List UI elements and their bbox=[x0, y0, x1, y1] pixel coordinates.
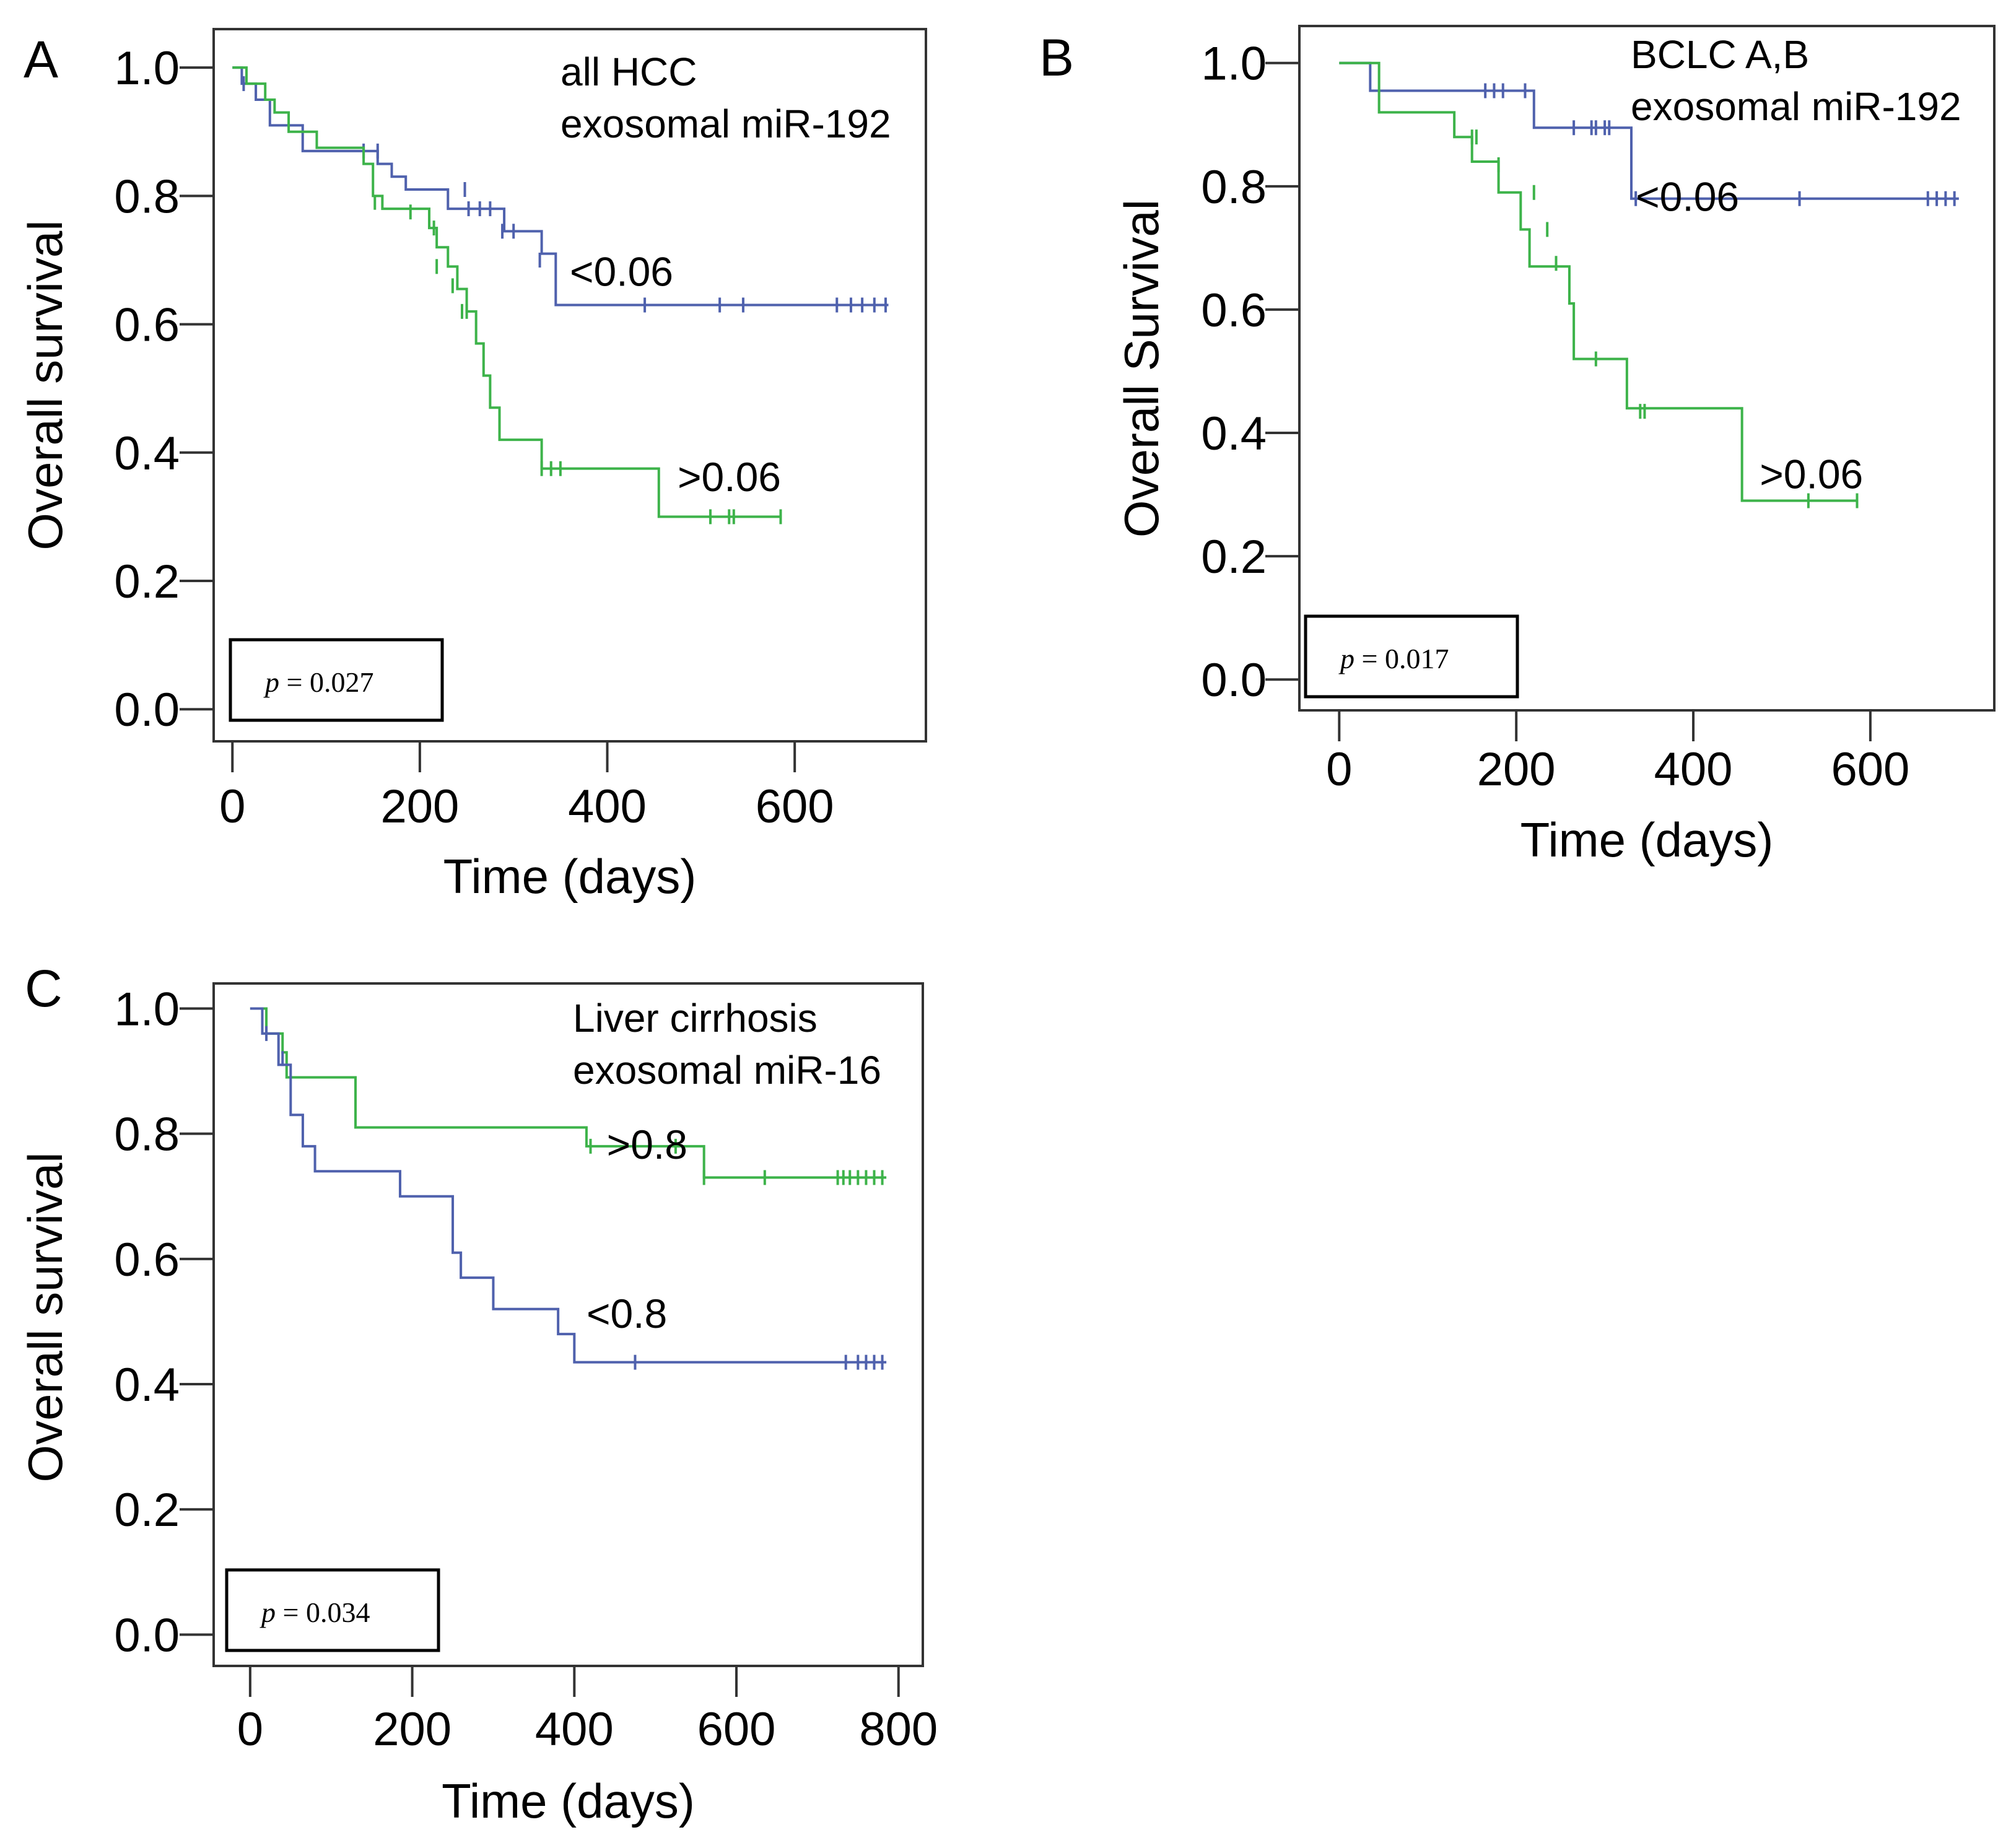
y-tick-label: 0.4 bbox=[114, 427, 180, 480]
panel-a: A 0.0 0.2 0.4 0.6 0.8 1.0 0 200 400 600 Time (days)… bbox=[18, 28, 927, 904]
group-label: <0.06 bbox=[570, 248, 673, 294]
y-axis-title: Overall Survival bbox=[1114, 199, 1169, 538]
x-tick-label: 600 bbox=[756, 780, 834, 833]
p-value: = 0.017 bbox=[1354, 643, 1449, 674]
y-tick-label: 0.8 bbox=[114, 1109, 180, 1161]
p-value-box bbox=[1304, 614, 1519, 699]
legend-line: exosomal miR-192 bbox=[1631, 84, 1961, 129]
panel-c: C 0.0 0.2 0.4 0.6 0.8 1.0 0 200 400 600 800 Time (da… bbox=[18, 959, 938, 1828]
x-tick-label: 200 bbox=[373, 1703, 451, 1756]
x-tick-label: 0 bbox=[219, 780, 245, 833]
y-tick-label: 0.6 bbox=[114, 1234, 180, 1286]
p-value: = 0.027 bbox=[279, 666, 373, 698]
y-tick-label: 0.8 bbox=[1201, 161, 1267, 214]
y-tick-label: 0.6 bbox=[1201, 284, 1267, 337]
survival-curve bbox=[1339, 61, 1857, 502]
y-tick-label: 0.2 bbox=[114, 556, 180, 608]
x-tick-label: 600 bbox=[1831, 743, 1909, 796]
x-tick-label: 400 bbox=[1654, 743, 1733, 796]
panel-letter: B bbox=[1039, 28, 1074, 87]
y-tick-label: 0.0 bbox=[114, 684, 180, 736]
p-symbol: p bbox=[260, 1597, 276, 1628]
group-label: >0.8 bbox=[607, 1122, 687, 1167]
x-tick-label: 200 bbox=[380, 780, 459, 833]
p-value-text: p = 0.027 bbox=[263, 666, 373, 698]
group-label: <0.8 bbox=[587, 1291, 667, 1336]
legend-line: Liver cirrhosis bbox=[573, 996, 818, 1040]
y-tick-label: 0.4 bbox=[1201, 408, 1267, 460]
p-value-box bbox=[225, 1568, 440, 1652]
p-symbol: p bbox=[1338, 643, 1354, 674]
x-tick-label: 400 bbox=[535, 1703, 614, 1756]
x-tick-label: 600 bbox=[697, 1703, 776, 1756]
p-value-text: p = 0.034 bbox=[260, 1597, 370, 1628]
legend-line: exosomal miR-192 bbox=[561, 102, 891, 146]
p-value: = 0.034 bbox=[276, 1597, 370, 1628]
y-axis-title: Overall survival bbox=[18, 1152, 72, 1482]
group-label: >0.06 bbox=[678, 454, 781, 500]
survival-curve bbox=[250, 1007, 887, 1364]
panel-letter: A bbox=[24, 30, 58, 89]
p-value-text: p = 0.017 bbox=[1338, 643, 1449, 674]
y-tick-label: 0.0 bbox=[114, 1609, 180, 1662]
y-axis-title: Overall survival bbox=[18, 220, 72, 550]
p-value-box bbox=[229, 638, 444, 722]
y-tick-label: 1.0 bbox=[114, 983, 180, 1035]
x-axis-title: Time (days) bbox=[443, 849, 697, 904]
panel-b: B 0.0 0.2 0.4 0.6 0.8 1.0 0 200 400 600 Time (days)… bbox=[1039, 25, 1996, 867]
y-tick-label: 1.0 bbox=[1201, 38, 1267, 90]
y-tick-label: 0.4 bbox=[114, 1359, 180, 1411]
survival-curve bbox=[1339, 61, 1959, 200]
x-axis-title: Time (days) bbox=[442, 1774, 695, 1828]
x-tick-label: 400 bbox=[568, 780, 647, 833]
x-tick-label: 800 bbox=[859, 1703, 938, 1756]
group-label: >0.06 bbox=[1760, 451, 1863, 497]
y-tick-label: 0.6 bbox=[114, 299, 180, 352]
group-label: <0.06 bbox=[1636, 174, 1739, 220]
y-tick-label: 0.2 bbox=[1201, 531, 1267, 583]
x-tick-label: 200 bbox=[1477, 743, 1556, 796]
plot-frame bbox=[1298, 25, 1996, 712]
survival-curve bbox=[232, 66, 781, 518]
y-tick-label: 0.2 bbox=[114, 1484, 180, 1536]
plot-frame bbox=[212, 982, 924, 1667]
panel-letter: C bbox=[25, 959, 63, 1018]
x-tick-label: 0 bbox=[237, 1703, 263, 1756]
x-tick-label: 0 bbox=[1326, 743, 1352, 796]
p-symbol: p bbox=[263, 666, 279, 698]
legend-line: all HCC bbox=[561, 50, 697, 94]
y-tick-label: 0.8 bbox=[114, 170, 180, 223]
legend-line: exosomal miR-16 bbox=[573, 1048, 881, 1092]
survival-curve bbox=[232, 66, 889, 307]
legend-line: BCLC A,B bbox=[1631, 32, 1809, 77]
y-tick-label: 0.0 bbox=[1201, 654, 1267, 707]
x-axis-title: Time (days) bbox=[1520, 813, 1774, 867]
y-tick-label: 1.0 bbox=[114, 42, 180, 95]
plot-frame bbox=[212, 28, 927, 743]
